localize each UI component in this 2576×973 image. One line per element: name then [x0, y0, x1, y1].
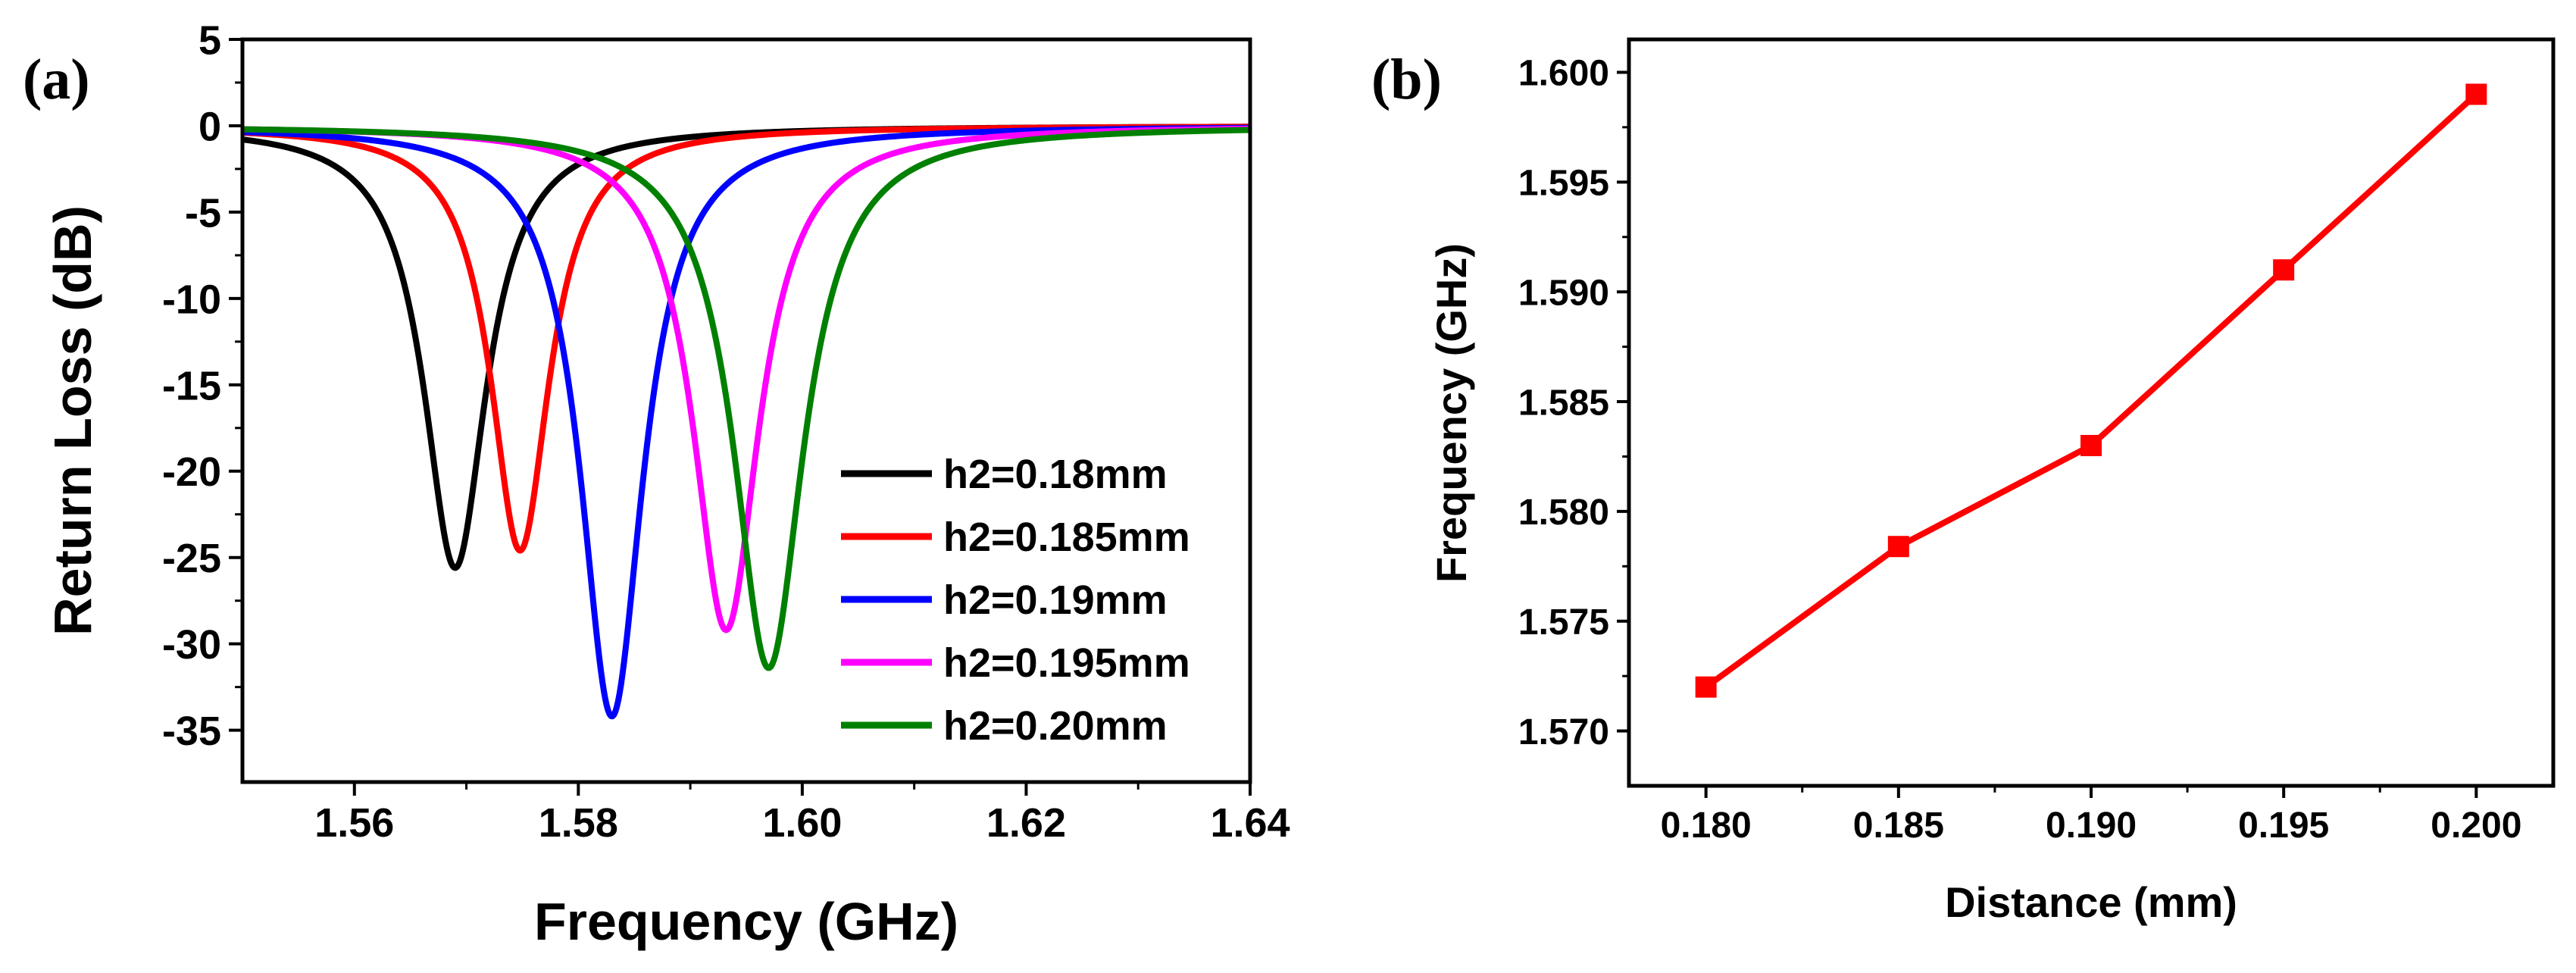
x-tick-label: 0.195: [2238, 806, 2329, 846]
panel-b-x-axis-label: Distance (mm): [1945, 878, 2237, 926]
series-line-frequency: [1704, 92, 2479, 690]
y-tick-label: 0: [199, 104, 221, 149]
panel-a-y-axis-label: Return Loss (dB): [43, 205, 102, 636]
y-tick-label: -20: [162, 449, 221, 495]
x-tick-label: 1.60: [762, 800, 842, 846]
panel-a-return-loss-chart: (a) 1.56 1.58 1.60 1.62 1.64 5 0 -5 -10 -15 -20 -25…: [23, 17, 1290, 951]
x-tick-label: 0.180: [1661, 806, 1752, 846]
y-tick-label: 5: [199, 17, 221, 63]
panel-a-label: (a): [23, 48, 90, 111]
legend-label: h2=0.20mm: [943, 703, 1168, 749]
y-tick-label: -10: [162, 277, 221, 322]
y-tick-label: -5: [185, 190, 221, 236]
data-point-marker: [2273, 259, 2295, 281]
data-point-marker: [2080, 434, 2102, 456]
legend-label: h2=0.19mm: [943, 577, 1168, 623]
y-tick-label: 1.595: [1518, 164, 1609, 204]
y-tick-label: -25: [162, 536, 221, 581]
y-tick-label: 1.600: [1518, 54, 1609, 94]
series-line-h2=0.19mm: [240, 124, 1252, 720]
x-tick-label: 1.64: [1210, 800, 1290, 846]
x-tick-label: 1.58: [539, 800, 618, 846]
series-line-h2=0.20mm: [240, 126, 1252, 671]
panel-b-y-axis-label: Frequency (GHz): [1427, 243, 1475, 583]
legend-label: h2=0.195mm: [943, 640, 1190, 686]
y-tick-label: 1.580: [1518, 493, 1609, 533]
x-tick-label: 0.200: [2431, 806, 2521, 846]
panel-b-frequency-chart: (b) 0.180 0.185 0.190 0.195 0.200 1.570 1.575 1…: [1371, 37, 2556, 926]
legend-label: h2=0.18mm: [943, 452, 1168, 497]
panel-a-plot-frame: [240, 37, 1252, 784]
x-tick-label: 0.185: [1853, 806, 1944, 846]
data-point-marker: [1887, 536, 1909, 558]
legend-label: h2=0.185mm: [943, 515, 1190, 560]
x-tick-label: 1.62: [986, 800, 1066, 846]
data-point-marker: [2465, 83, 2487, 105]
y-tick-label: 1.585: [1518, 383, 1609, 423]
y-tick-label: 1.590: [1518, 273, 1609, 313]
y-tick-label: 1.570: [1518, 712, 1609, 752]
panel-b-label: (b): [1371, 48, 1442, 111]
x-tick-label: 0.190: [2046, 806, 2137, 846]
y-tick-label: 1.575: [1518, 602, 1609, 643]
x-tick-label: 1.56: [314, 800, 394, 846]
data-point-marker: [1695, 676, 1717, 698]
panel-a-legend: h2=0.18mm h2=0.185mm h2=0.19mm h2=0.195mm h2…: [841, 452, 1190, 749]
y-tick-label: -30: [162, 622, 221, 668]
series-line-h2=0.18mm: [240, 124, 1252, 571]
y-tick-label: -15: [162, 363, 221, 408]
panel-a-x-axis-label: Frequency (GHz): [534, 892, 958, 951]
y-tick-label: -35: [162, 709, 221, 754]
